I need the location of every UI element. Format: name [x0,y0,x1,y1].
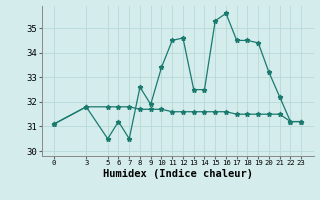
X-axis label: Humidex (Indice chaleur): Humidex (Indice chaleur) [103,169,252,179]
